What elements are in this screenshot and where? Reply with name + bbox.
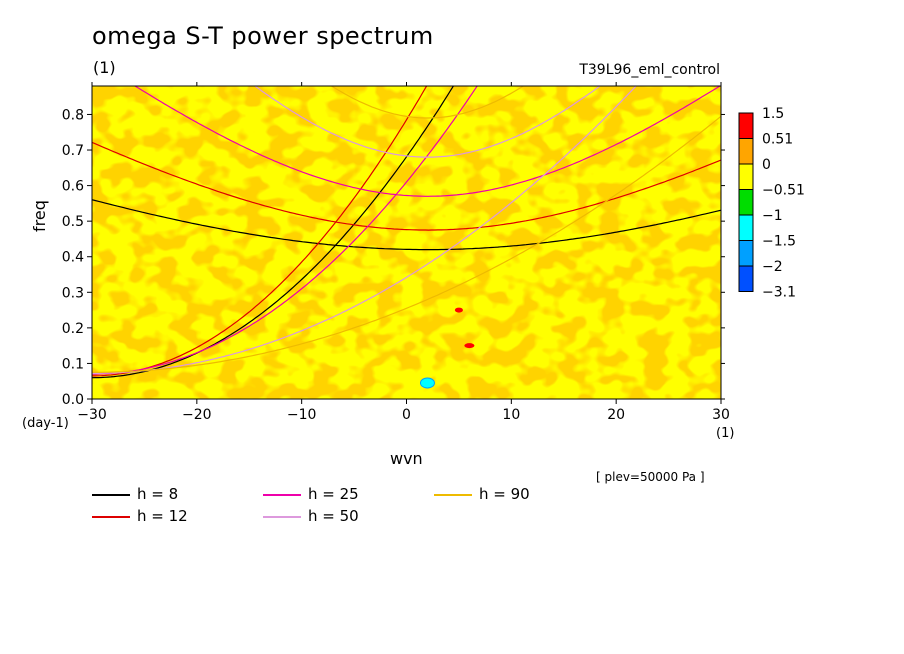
dispersion-curve — [133, 86, 721, 197]
y-tick-label: 0.6 — [62, 179, 84, 195]
y-tick-label: 0.5 — [62, 214, 84, 230]
legend-label-h8: h = 8 — [137, 485, 179, 503]
colorbar-label: −3.1 — [762, 285, 796, 301]
minor-contours — [419, 307, 475, 389]
dispersion-curve — [92, 199, 721, 251]
colorbar-swatch — [738, 265, 754, 292]
legend-swatch-h25 — [263, 494, 301, 496]
run-name: T39L96_eml_control — [579, 62, 720, 78]
colorbar-swatch — [738, 189, 754, 216]
x-axis-label: wvn — [390, 449, 423, 468]
negative-contour — [419, 377, 435, 389]
colorbar-swatch — [738, 240, 754, 267]
colorbar-label: −0.51 — [762, 183, 805, 199]
legend-swatch-h50 — [263, 516, 301, 518]
x-tick-label: −30 — [77, 407, 107, 423]
dispersion-curve — [253, 86, 601, 158]
positive-contour — [454, 307, 463, 313]
dispersion-curve — [92, 86, 637, 374]
y-tick-label: 0.4 — [62, 250, 84, 266]
dispersion-curve — [92, 115, 721, 373]
legend-label-h50: h = 50 — [308, 507, 359, 525]
colorbar-swatch — [738, 138, 754, 165]
x-tick-label: 10 — [502, 407, 520, 423]
y-tick-label: 0.0 — [62, 392, 84, 408]
chart-subtitle: (1) — [93, 58, 116, 77]
colorbar-label: −1.5 — [762, 234, 796, 250]
colorbar-label: 0 — [762, 157, 771, 173]
legend-label-h25: h = 25 — [308, 485, 359, 503]
colorbar-label: 1.5 — [762, 106, 784, 122]
y-tick-label: 0.2 — [62, 321, 84, 337]
legend-swatch-h8 — [92, 494, 130, 496]
dispersion-curves — [92, 86, 721, 379]
x-axis-unit: (1) — [716, 426, 735, 441]
positive-contour — [464, 343, 475, 349]
x-tick-label: 0 — [402, 407, 411, 423]
legend-swatch-h12 — [92, 516, 130, 518]
y-tick-label: 0.8 — [62, 107, 84, 123]
x-tick-label: −10 — [287, 407, 317, 423]
dispersion-curve — [92, 141, 721, 231]
y-axis-unit: (day-1) — [22, 416, 69, 431]
chart-title: omega S-T power spectrum — [92, 22, 434, 50]
colorbar-swatch — [738, 163, 754, 190]
legend-swatch-h90 — [434, 494, 472, 496]
colorbar-label: −1 — [762, 208, 783, 224]
legend-label-h90: h = 90 — [479, 485, 530, 503]
dispersion-curve — [92, 86, 428, 377]
x-tick-label: −20 — [182, 407, 212, 423]
colorbar: 1.5 0.51 0 −0.51 −1 −1.5 −2 −3.1 — [738, 106, 805, 301]
y-tick-label: 0.7 — [62, 143, 84, 159]
pressure-level-annotation: [ plev=50000 Pa ] — [596, 470, 705, 484]
y-axis-label: freq — [30, 200, 49, 232]
x-tick-label: 20 — [607, 407, 625, 423]
axis-ticks: −30 −20 −10 0 10 20 30 0.0 0.1 0.2 0.3 0.4 0.5 0.6 0.7… — [62, 82, 730, 423]
colorbar-swatch — [738, 112, 754, 139]
colorbar-label: 0.51 — [762, 132, 793, 148]
legend-label-h12: h = 12 — [137, 507, 188, 525]
y-tick-label: 0.1 — [62, 356, 84, 372]
dispersion-curve — [92, 86, 478, 375]
x-tick-label: 30 — [712, 407, 730, 423]
power-blotches — [92, 86, 721, 399]
dispersion-curve — [330, 86, 525, 119]
y-tick-label: 0.3 — [62, 285, 84, 301]
colorbar-label: −2 — [762, 259, 783, 275]
colorbar-swatch — [738, 214, 754, 241]
